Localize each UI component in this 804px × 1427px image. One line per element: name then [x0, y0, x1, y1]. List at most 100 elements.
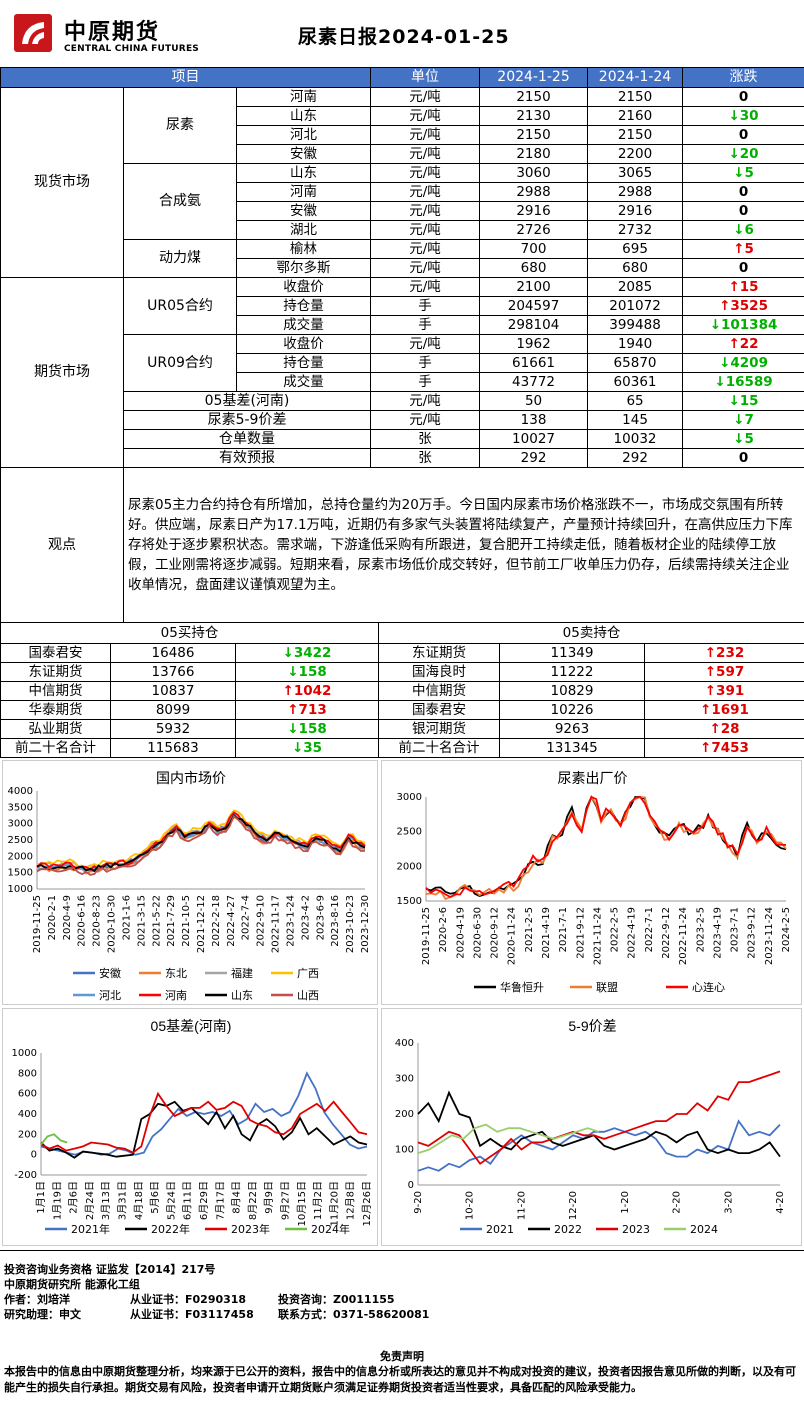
- x-tick-label: 2020-2-1: [47, 895, 58, 940]
- legend-label: 联盟: [596, 981, 618, 994]
- x-tick-label: 2024-2-5: [781, 907, 792, 952]
- x-tick-label: 2020-4-9: [62, 895, 73, 940]
- row-item: 成交量: [235, 315, 372, 335]
- table-row: 山东 元/吨 2130 2160 ↓30: [1, 106, 804, 126]
- row-category: UR09合约: [123, 334, 237, 392]
- y-tick-label: 1500: [8, 868, 33, 879]
- x-tick-label: 2021-11-24: [592, 907, 603, 965]
- buy-change: ↓3422: [235, 643, 379, 663]
- position-row: 弘业期货 5932 ↓158 银河期货 9263 ↑28: [0, 719, 804, 739]
- unit-cell: 元/吨: [370, 277, 481, 297]
- unit-cell: 元/吨: [370, 163, 481, 183]
- row-category: 动力煤: [123, 239, 237, 278]
- x-tick-label: 2023-7-1: [730, 907, 741, 952]
- y-tick-label: 0: [31, 1150, 37, 1161]
- value-today: 61661: [479, 353, 589, 373]
- x-tick-label: 2021-5-22: [151, 895, 162, 947]
- series-line-2023: [417, 1070, 781, 1165]
- disclaimer-title: 免责声明: [380, 1350, 424, 1363]
- value-prev: 2150: [587, 87, 684, 107]
- y-tick-label: 200: [18, 1129, 37, 1140]
- x-tick-label: 2023-2-5: [695, 907, 706, 952]
- value-prev: 65870: [587, 353, 684, 373]
- buy-volume: 115683: [110, 738, 236, 758]
- logo-name-cn: 中原期货: [64, 20, 161, 45]
- change-cell: 0: [682, 201, 804, 221]
- change-cell: ↑15: [682, 277, 804, 297]
- buy-volume: 10837: [110, 681, 236, 701]
- unit-cell: 手: [370, 315, 481, 335]
- sell-volume: 9263: [499, 719, 645, 739]
- x-tick-label: 2020-4-19: [455, 907, 466, 959]
- x-tick-label: 1-20: [620, 1191, 631, 1214]
- y-tick-label: 100: [395, 1145, 414, 1156]
- y-tick-label: 3000: [8, 819, 33, 830]
- value-today: 700: [479, 239, 589, 259]
- row-item: 收盘价: [235, 334, 372, 354]
- row-item: 河南: [235, 87, 372, 107]
- buy-volume: 8099: [110, 700, 236, 720]
- x-tick-label: 2020-6-16: [77, 895, 88, 947]
- table-row: 05基差(河南) 元/吨 50 65 ↓15: [1, 391, 804, 411]
- series-line-2024年: [40, 1133, 68, 1146]
- row-item: 成交量: [235, 372, 372, 392]
- value-today: 2130: [479, 106, 589, 126]
- value-prev: 2085: [587, 277, 684, 297]
- consult-cert: 投资咨询：Z0011155: [278, 1293, 395, 1306]
- y-tick-label: 2500: [8, 835, 33, 846]
- row-category: 合成氨: [123, 163, 237, 240]
- y-tick-label: 4000: [8, 786, 33, 797]
- legend-label: 2023: [622, 1223, 650, 1236]
- series-line-广西: [36, 809, 366, 869]
- row-item: 榆林: [235, 239, 372, 259]
- value-prev: 60361: [587, 372, 684, 392]
- legend-label: 山东: [231, 989, 253, 1002]
- header-item: 项目: [0, 67, 372, 88]
- report-title: 尿素日报2024-01-25: [298, 26, 510, 48]
- x-tick-label: 2023-1-24: [285, 895, 296, 947]
- x-tick-label: 2023-4-2: [300, 895, 311, 940]
- chart-domestic-price: 国内市场价 4000 3500 3000 2500 2000 1500 1000 2019-11…: [2, 760, 378, 1005]
- y-tick-label: 3000: [397, 792, 422, 803]
- sell-change: ↑28: [644, 719, 804, 739]
- sell-change: ↑597: [644, 662, 804, 682]
- sell-change: ↑7453: [644, 738, 804, 758]
- x-tick-label: 2020-9-12: [490, 907, 501, 959]
- row-category: 05基差(河南): [122, 391, 372, 411]
- unit-cell: 元/吨: [370, 258, 481, 278]
- value-today: 680: [479, 258, 589, 278]
- value-prev: 10032: [587, 429, 684, 449]
- x-tick-label: 2021-12-12: [196, 895, 207, 953]
- position-row: 中信期货 10837 ↑1042 中信期货 10829 ↑391: [0, 681, 804, 701]
- value-today: 2100: [479, 277, 589, 297]
- sell-broker: 国海良时: [378, 662, 500, 682]
- table-row: UR09合约 收盘价 元/吨 1962 1940 ↑22: [1, 334, 804, 392]
- change-cell: 0: [682, 125, 804, 145]
- buy-broker: 东证期货: [0, 662, 111, 682]
- sell-broker: 前二十名合计: [378, 738, 500, 758]
- row-item: 持仓量: [235, 296, 372, 316]
- unit-cell: 手: [370, 372, 481, 392]
- header-change: 涨跌: [682, 67, 804, 88]
- chart-title: 国内市场价: [156, 770, 226, 786]
- buy-change: ↓35: [235, 738, 379, 758]
- assistant: 研究助理：申文: [4, 1308, 81, 1321]
- x-tick-label: 5月6日: [149, 1181, 161, 1214]
- x-tick-label: 2021-1-6: [121, 895, 132, 940]
- x-tick-label: 2020-10-30: [107, 895, 118, 953]
- value-today: 2150: [479, 87, 589, 107]
- buy-broker: 华泰期货: [0, 700, 111, 720]
- row-item: 安徽: [235, 201, 372, 221]
- x-tick-label: 2020-11-24: [507, 907, 518, 965]
- sell-volume: 10226: [499, 700, 645, 720]
- value-today: 50: [479, 391, 589, 411]
- x-tick-label: 2月6日: [68, 1181, 80, 1214]
- value-prev: 695: [587, 239, 684, 259]
- series-line-东北: [36, 816, 366, 875]
- value-today: 2916: [479, 201, 589, 221]
- row-category: 尿素5-9价差: [122, 410, 372, 430]
- x-tick-label: 2022-4-27: [226, 895, 237, 947]
- institute-line: 中原期货研究所 能源化工组: [4, 1278, 140, 1291]
- change-cell: ↓101384: [682, 315, 804, 335]
- y-tick-label: 2000: [397, 861, 422, 872]
